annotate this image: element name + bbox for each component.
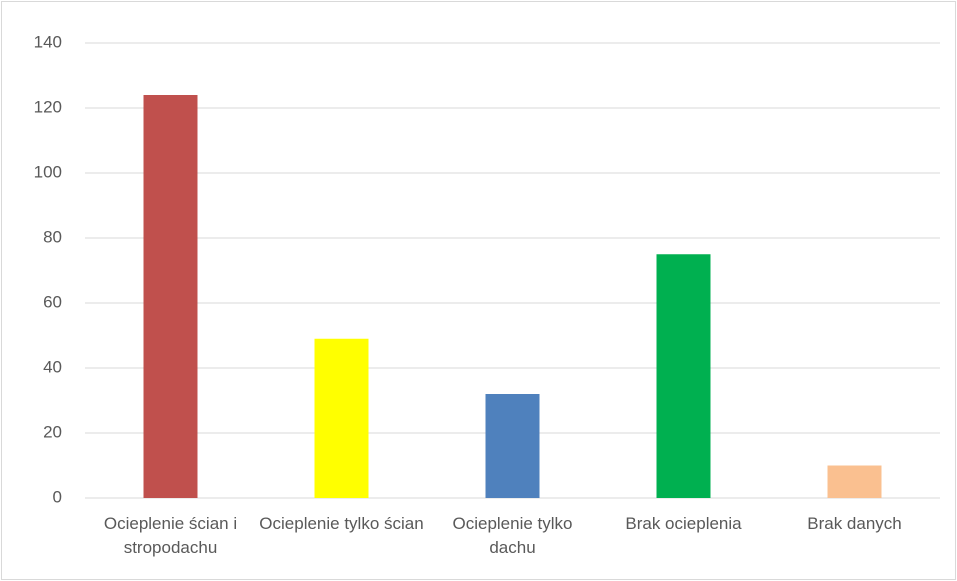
bar <box>485 394 540 498</box>
bar <box>827 465 882 498</box>
y-tick-label: 80 <box>43 227 62 246</box>
y-tick-label: 40 <box>43 357 62 376</box>
y-tick-label: 120 <box>34 97 62 116</box>
bar <box>314 338 369 498</box>
x-tick-label: Ocieplenie tylko dachu <box>452 514 573 557</box>
y-tick-label: 0 <box>53 487 62 506</box>
x-tick-label: Brak danych <box>807 514 902 533</box>
x-tick-label: Ocieplenie tylko ścian <box>259 514 424 533</box>
x-tick-label: Brak ocieplenia <box>625 514 742 533</box>
x-tick-label: Ocieplenie ścian i stropodachu <box>103 514 238 557</box>
y-tick-label: 60 <box>43 292 62 311</box>
y-tick-label: 140 <box>34 32 62 51</box>
y-tick-label: 20 <box>43 422 62 441</box>
y-tick-label: 100 <box>34 162 62 181</box>
bar <box>656 254 711 498</box>
bar <box>143 95 198 498</box>
